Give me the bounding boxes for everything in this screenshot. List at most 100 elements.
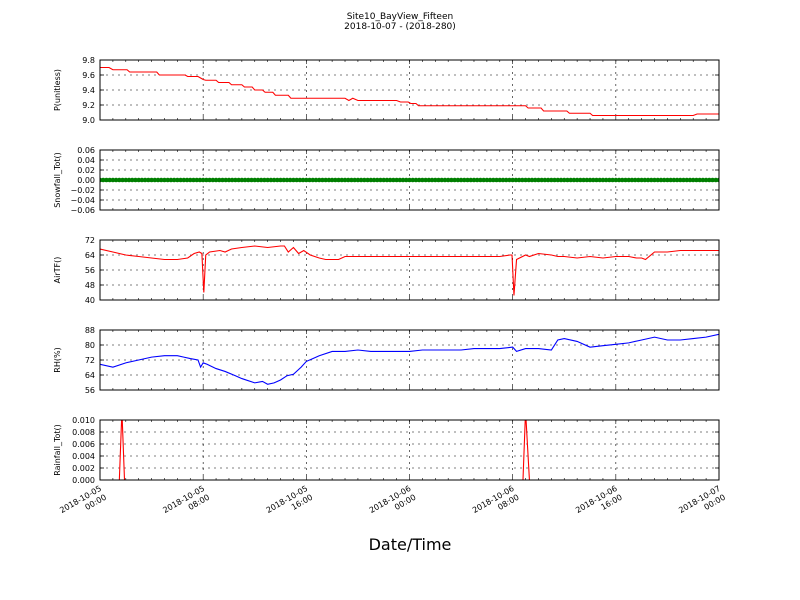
data-point bbox=[455, 177, 461, 183]
panel-3: 56 64 72 80 88 RH(%) bbox=[53, 326, 720, 395]
data-point bbox=[648, 177, 654, 183]
data-point bbox=[526, 177, 532, 183]
y-tick-label: 0.02 bbox=[77, 166, 95, 175]
data-point bbox=[500, 177, 506, 183]
data-point bbox=[213, 177, 219, 183]
data-point bbox=[516, 177, 522, 183]
data-point bbox=[481, 177, 486, 183]
data-point bbox=[442, 177, 448, 183]
data-point bbox=[639, 177, 644, 183]
data-point bbox=[210, 177, 216, 183]
data-point bbox=[133, 177, 138, 183]
data-point bbox=[333, 177, 338, 183]
data-point bbox=[342, 177, 348, 183]
y-tick-label: 9.6 bbox=[82, 71, 95, 80]
data-point bbox=[549, 177, 554, 183]
y-tick-label: 80 bbox=[85, 341, 95, 350]
data-point bbox=[671, 177, 677, 183]
data-point bbox=[355, 177, 361, 183]
data-point bbox=[429, 177, 435, 183]
data-point bbox=[345, 177, 351, 183]
data-point bbox=[474, 177, 480, 183]
data-point bbox=[539, 177, 544, 183]
data-point bbox=[155, 177, 161, 183]
data-point bbox=[581, 177, 586, 183]
data-point bbox=[329, 177, 335, 183]
data-point bbox=[587, 177, 593, 183]
x-tick-label: 2018-10-0516:00 bbox=[265, 484, 315, 524]
data-point bbox=[665, 177, 670, 183]
data-point bbox=[416, 177, 422, 183]
x-axis-label: Date/Time bbox=[369, 535, 452, 554]
data-point bbox=[326, 177, 332, 183]
data-point bbox=[420, 177, 425, 183]
data-point bbox=[623, 177, 628, 183]
x-tick-label: 2018-10-0500:00 bbox=[58, 484, 108, 524]
data-point bbox=[316, 177, 322, 183]
y-tick-label: 48 bbox=[85, 281, 95, 290]
data-point bbox=[378, 177, 383, 183]
y-tick-label: 88 bbox=[85, 326, 95, 335]
data-point bbox=[252, 177, 258, 183]
data-point bbox=[265, 177, 270, 183]
data-point bbox=[268, 177, 274, 183]
data-point bbox=[352, 177, 357, 183]
y-tick-label: 0.008 bbox=[72, 428, 95, 437]
data-point bbox=[175, 177, 180, 183]
data-point bbox=[381, 177, 387, 183]
data-point bbox=[478, 177, 483, 183]
data-point bbox=[594, 177, 599, 183]
data-point bbox=[158, 177, 164, 183]
data-point bbox=[462, 177, 467, 183]
data-point bbox=[491, 177, 496, 183]
data-point bbox=[371, 177, 377, 183]
y-tick-label: 0.04 bbox=[77, 156, 95, 165]
data-point bbox=[613, 177, 619, 183]
y-axis-label: P(unitless) bbox=[53, 69, 62, 111]
data-point bbox=[552, 177, 557, 183]
data-point bbox=[532, 177, 538, 183]
panels: 9.0 9.2 9.4 9.6 9.8 P(unitless) −0.06−0.04−0.0… bbox=[53, 56, 720, 485]
y-tick-label: −0.02 bbox=[70, 186, 95, 195]
data-point bbox=[162, 177, 167, 183]
data-point bbox=[510, 177, 515, 183]
data-point bbox=[123, 177, 129, 183]
data-point bbox=[226, 177, 232, 183]
data-point bbox=[716, 177, 719, 183]
series-line-0 bbox=[100, 420, 719, 480]
data-point bbox=[349, 177, 354, 183]
plot-frame bbox=[99, 419, 720, 481]
data-point bbox=[278, 177, 283, 183]
data-point bbox=[697, 177, 702, 183]
data-point bbox=[484, 177, 490, 183]
data-point bbox=[578, 177, 583, 183]
data-point bbox=[171, 177, 177, 183]
data-point bbox=[520, 177, 525, 183]
series-line-0 bbox=[100, 66, 719, 117]
data-point bbox=[139, 177, 145, 183]
data-point bbox=[391, 177, 396, 183]
data-point bbox=[149, 177, 154, 183]
data-point bbox=[707, 177, 712, 183]
data-point bbox=[465, 177, 470, 183]
y-tick-label: 9.0 bbox=[82, 116, 95, 125]
y-tick-label: 0.000 bbox=[72, 476, 95, 485]
data-point bbox=[661, 177, 667, 183]
data-point bbox=[655, 177, 661, 183]
data-point bbox=[246, 177, 251, 183]
data-point bbox=[571, 177, 577, 183]
data-point bbox=[597, 177, 603, 183]
data-point bbox=[200, 177, 206, 183]
series-line-0 bbox=[100, 333, 719, 385]
panel-1: −0.06−0.04−0.020.000.020.040.06 Snowfall_… bbox=[53, 146, 720, 215]
data-point bbox=[629, 177, 635, 183]
data-point bbox=[284, 177, 290, 183]
data-point bbox=[507, 177, 512, 183]
y-tick-label: −0.06 bbox=[70, 206, 95, 215]
series-markers bbox=[100, 177, 719, 183]
data-point bbox=[223, 177, 229, 183]
data-point bbox=[184, 177, 190, 183]
data-point bbox=[619, 177, 625, 183]
data-point bbox=[694, 177, 699, 183]
plot-frame bbox=[99, 59, 720, 121]
